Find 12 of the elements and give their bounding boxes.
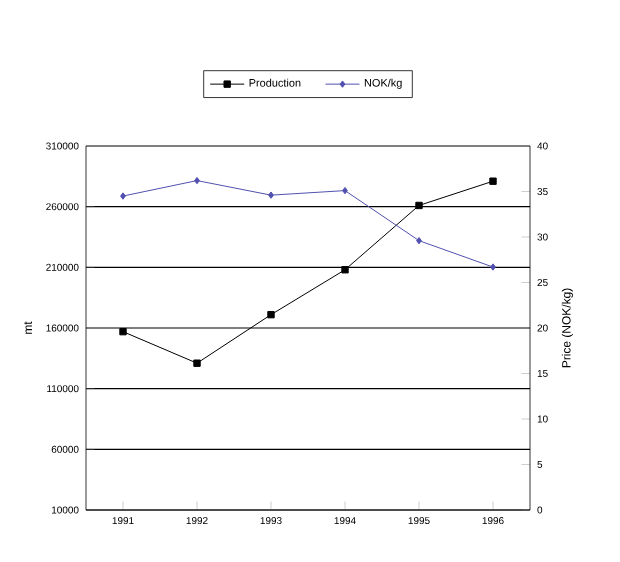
point — [267, 310, 275, 319]
point — [268, 191, 274, 199]
point — [342, 186, 348, 195]
point — [193, 359, 201, 367]
point — [489, 177, 497, 185]
point — [341, 266, 349, 274]
point — [416, 236, 422, 245]
point — [120, 192, 126, 200]
point — [194, 176, 200, 185]
point — [490, 263, 496, 271]
point — [415, 201, 423, 210]
point — [119, 327, 127, 336]
